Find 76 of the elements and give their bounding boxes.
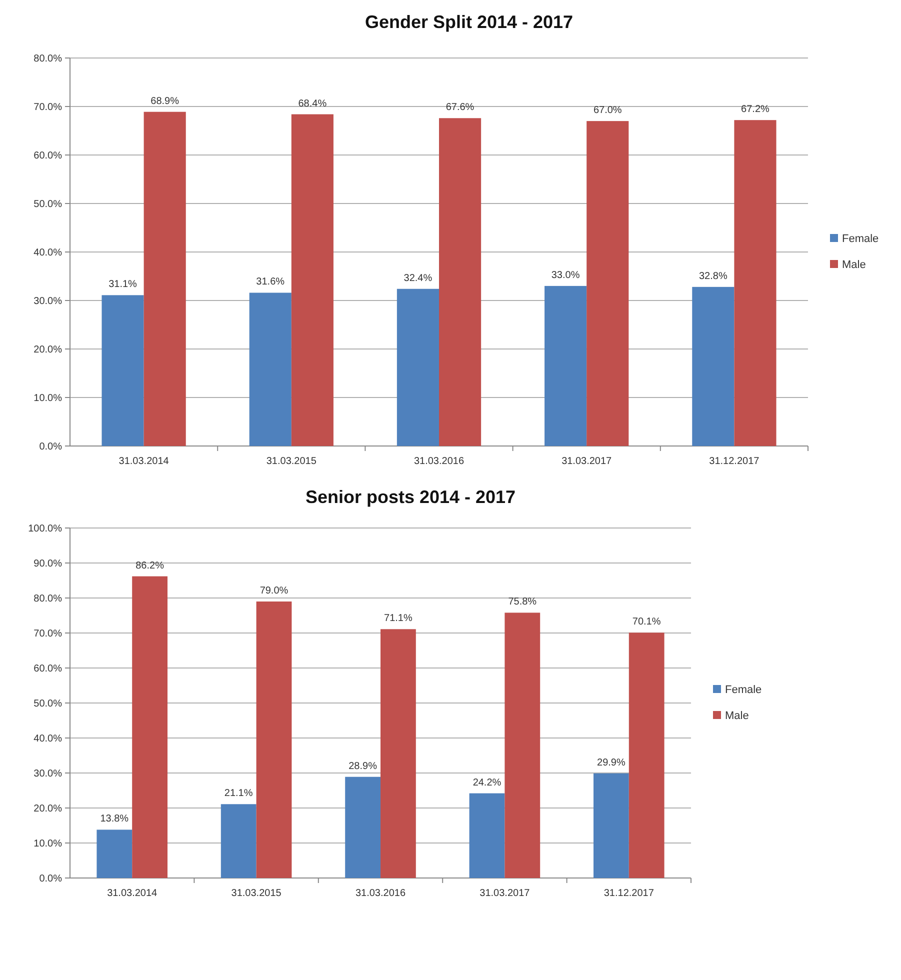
bar (132, 576, 168, 878)
y-tick-label: 0.0% (39, 874, 62, 884)
y-tick-label: 50.0% (34, 199, 62, 210)
y-tick-label: 60.0% (34, 150, 62, 162)
bar (396, 288, 439, 446)
data-label: 79.0% (260, 586, 288, 596)
y-tick-label: 0.0% (39, 442, 62, 452)
y-tick-label: 10.0% (34, 393, 62, 404)
y-tick-label: 90.0% (34, 558, 62, 570)
y-tick-label: 60.0% (34, 664, 62, 674)
data-label: 13.8% (100, 814, 129, 825)
x-tick-label: 31.03.2017 (562, 456, 612, 467)
bar (469, 793, 505, 878)
chart-title: Gender Split 2014 - 2017 (364, 12, 574, 32)
bar (692, 286, 734, 446)
data-label: 28.9% (348, 760, 378, 772)
bar (594, 773, 629, 878)
legend-label: Female (725, 684, 762, 696)
y-tick-label: 70.0% (34, 628, 62, 640)
y-tick-label: 100.0% (28, 524, 62, 534)
data-label: 67.0% (593, 105, 622, 116)
bar (628, 632, 664, 878)
data-label: 29.9% (597, 757, 626, 768)
y-tick-label: 40.0% (34, 734, 62, 744)
data-label: 67.2% (741, 104, 770, 116)
y-tick-label: 70.0% (34, 102, 62, 113)
data-label: 32.8% (698, 270, 728, 282)
data-label: 24.2% (472, 777, 502, 788)
data-label: 21.1% (224, 788, 253, 800)
y-tick-label: 30.0% (34, 768, 62, 780)
legend-label: Male (725, 710, 749, 722)
legend-label: Female (842, 232, 879, 245)
bar (586, 121, 629, 446)
y-tick-label: 10.0% (34, 838, 62, 850)
y-tick-label: 80.0% (34, 54, 62, 64)
x-tick-label: 31.03.2017 (480, 888, 530, 899)
y-tick-label: 30.0% (34, 296, 62, 307)
data-label: 75.8% (508, 596, 537, 608)
x-tick-label: 31.03.2014 (118, 456, 170, 467)
data-label: 67.6% (446, 102, 474, 114)
data-label: 31.6% (256, 276, 285, 288)
y-tick-label: 50.0% (34, 698, 62, 710)
chart-title: Senior posts 2014 - 2017 (305, 487, 516, 507)
data-label: 31.1% (108, 279, 138, 290)
bar (504, 612, 540, 878)
y-tick-label: 80.0% (34, 594, 62, 604)
data-label: 68.4% (298, 98, 327, 110)
data-label: 33.0% (551, 270, 580, 281)
bar (249, 292, 292, 446)
data-label: 86.2% (136, 560, 164, 572)
bar (345, 776, 380, 878)
bar (439, 118, 482, 446)
x-tick-label: 31.03.2015 (231, 888, 282, 899)
bar (734, 120, 776, 446)
data-label: 68.9% (150, 96, 180, 107)
x-tick-label: 31.03.2016 (414, 456, 464, 467)
y-tick-label: 20.0% (34, 804, 62, 814)
bar (544, 286, 587, 446)
y-tick-label: 20.0% (34, 344, 62, 356)
bar (144, 112, 186, 446)
data-label: 70.1% (632, 616, 661, 628)
bar (102, 295, 144, 446)
bar (256, 602, 292, 878)
x-tick-label: 31.12.2017 (604, 888, 654, 899)
bar (380, 629, 416, 878)
bar (96, 830, 132, 878)
x-tick-label: 31.03.2016 (355, 888, 406, 899)
x-tick-label: 31.03.2014 (107, 888, 158, 899)
legend-label: Male (842, 258, 866, 271)
data-label: 32.4% (404, 272, 432, 284)
x-tick-label: 31.03.2015 (266, 456, 317, 467)
data-label: 71.1% (384, 613, 412, 624)
bar (220, 804, 256, 878)
bar (291, 114, 334, 446)
x-tick-label: 31.12.2017 (709, 456, 760, 467)
y-tick-label: 40.0% (34, 248, 62, 258)
